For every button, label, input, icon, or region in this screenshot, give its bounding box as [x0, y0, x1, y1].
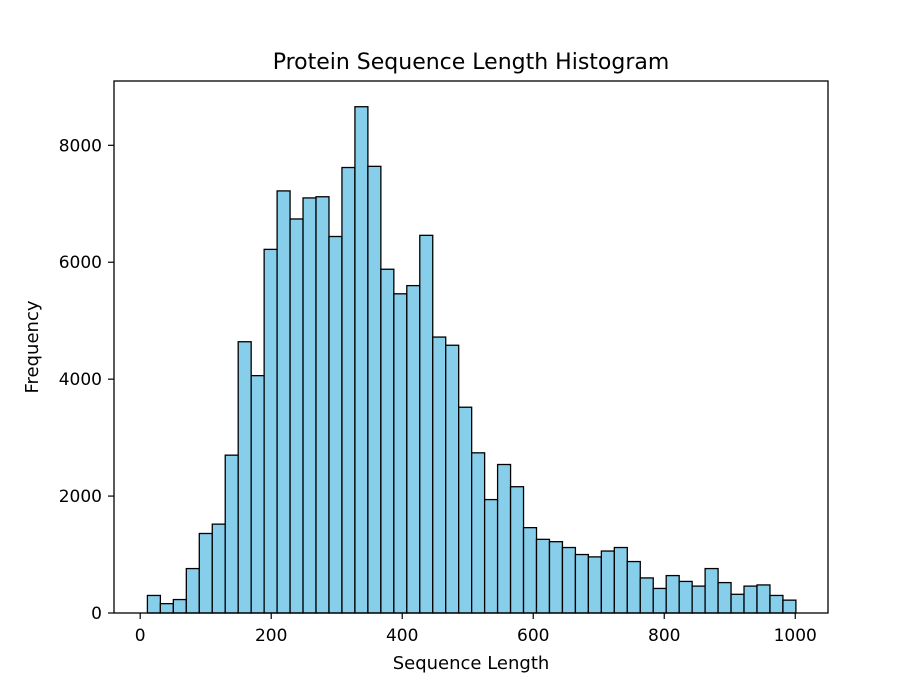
histogram-bar: [367, 165, 382, 614]
x-tick-label: 400: [386, 626, 418, 646]
histogram-bar: [328, 235, 343, 614]
histogram-bar: [458, 406, 473, 614]
histogram-bar: [548, 541, 564, 614]
y-tick-label: 6000: [59, 253, 102, 273]
histogram-bar: [639, 577, 654, 614]
histogram-bar: [496, 463, 512, 614]
x-axis-label: Sequence Length: [393, 653, 550, 674]
histogram-bar: [574, 553, 590, 614]
histogram-bar: [211, 523, 226, 614]
x-tick-label: 0: [135, 626, 146, 646]
plot-frame: [113, 80, 829, 614]
histogram-bar: [561, 546, 577, 614]
histogram-bar: [665, 574, 680, 614]
histogram-bar: [159, 602, 174, 614]
histogram-bar: [224, 454, 239, 614]
histogram-bar: [419, 234, 434, 614]
x-axis: 0 200 400 600 800 1000: [135, 613, 817, 646]
histogram-bar: [678, 580, 693, 614]
histogram-bar: [406, 284, 421, 614]
histogram-bar: [471, 452, 486, 614]
histogram-bar: [198, 532, 213, 614]
histogram-bar: [483, 498, 499, 614]
y-tick-label: 8000: [59, 136, 102, 156]
x-tick-label: 1000: [774, 626, 817, 646]
histogram-bar: [445, 344, 460, 614]
histogram-bar: [172, 598, 187, 614]
histogram-bar: [769, 594, 784, 614]
y-tick-label: 4000: [59, 370, 102, 390]
x-tick-label: 800: [648, 626, 680, 646]
histogram-bar: [730, 593, 745, 614]
y-tick-label: 2000: [59, 487, 102, 507]
histogram-bar: [613, 546, 628, 614]
histogram-bar: [237, 341, 252, 614]
chart-title: Protein Sequence Length Histogram: [273, 50, 670, 75]
histogram-bar: [263, 248, 278, 614]
x-tick-label: 600: [517, 626, 549, 646]
histogram-bar: [302, 197, 317, 614]
histogram-bar: [717, 581, 732, 614]
histogram-bar: [432, 336, 447, 614]
histogram-bar: [691, 585, 706, 614]
histogram-bar: [146, 594, 162, 614]
histogram-bar: [600, 550, 615, 614]
histogram-bar: [509, 486, 525, 614]
x-tick-label: 200: [255, 626, 287, 646]
histogram-bar: [341, 166, 356, 614]
histogram-bar: [250, 374, 265, 614]
histogram-bar: [393, 293, 408, 614]
histogram-bar: [522, 526, 538, 614]
y-axis: 0 2000 4000 6000 8000: [59, 136, 114, 624]
histogram-bar: [756, 584, 771, 614]
y-axis-label: Frequency: [22, 300, 43, 393]
histogram-bar: [315, 196, 330, 614]
histogram-bar: [743, 585, 758, 614]
y-tick-label: 0: [91, 604, 102, 624]
histogram-bar: [380, 268, 395, 614]
histogram-bar: [626, 560, 641, 614]
histogram-bar: [652, 587, 667, 614]
histogram-bar: [354, 106, 369, 614]
histogram-bar: [587, 556, 603, 614]
histogram-bar: [704, 567, 719, 614]
histogram-bar: [276, 190, 291, 614]
histogram-bar: [535, 538, 551, 614]
histogram-bar: [782, 599, 797, 614]
histogram-bar: [185, 567, 200, 614]
bars-group: [146, 106, 797, 614]
histogram-bar: [289, 218, 304, 614]
